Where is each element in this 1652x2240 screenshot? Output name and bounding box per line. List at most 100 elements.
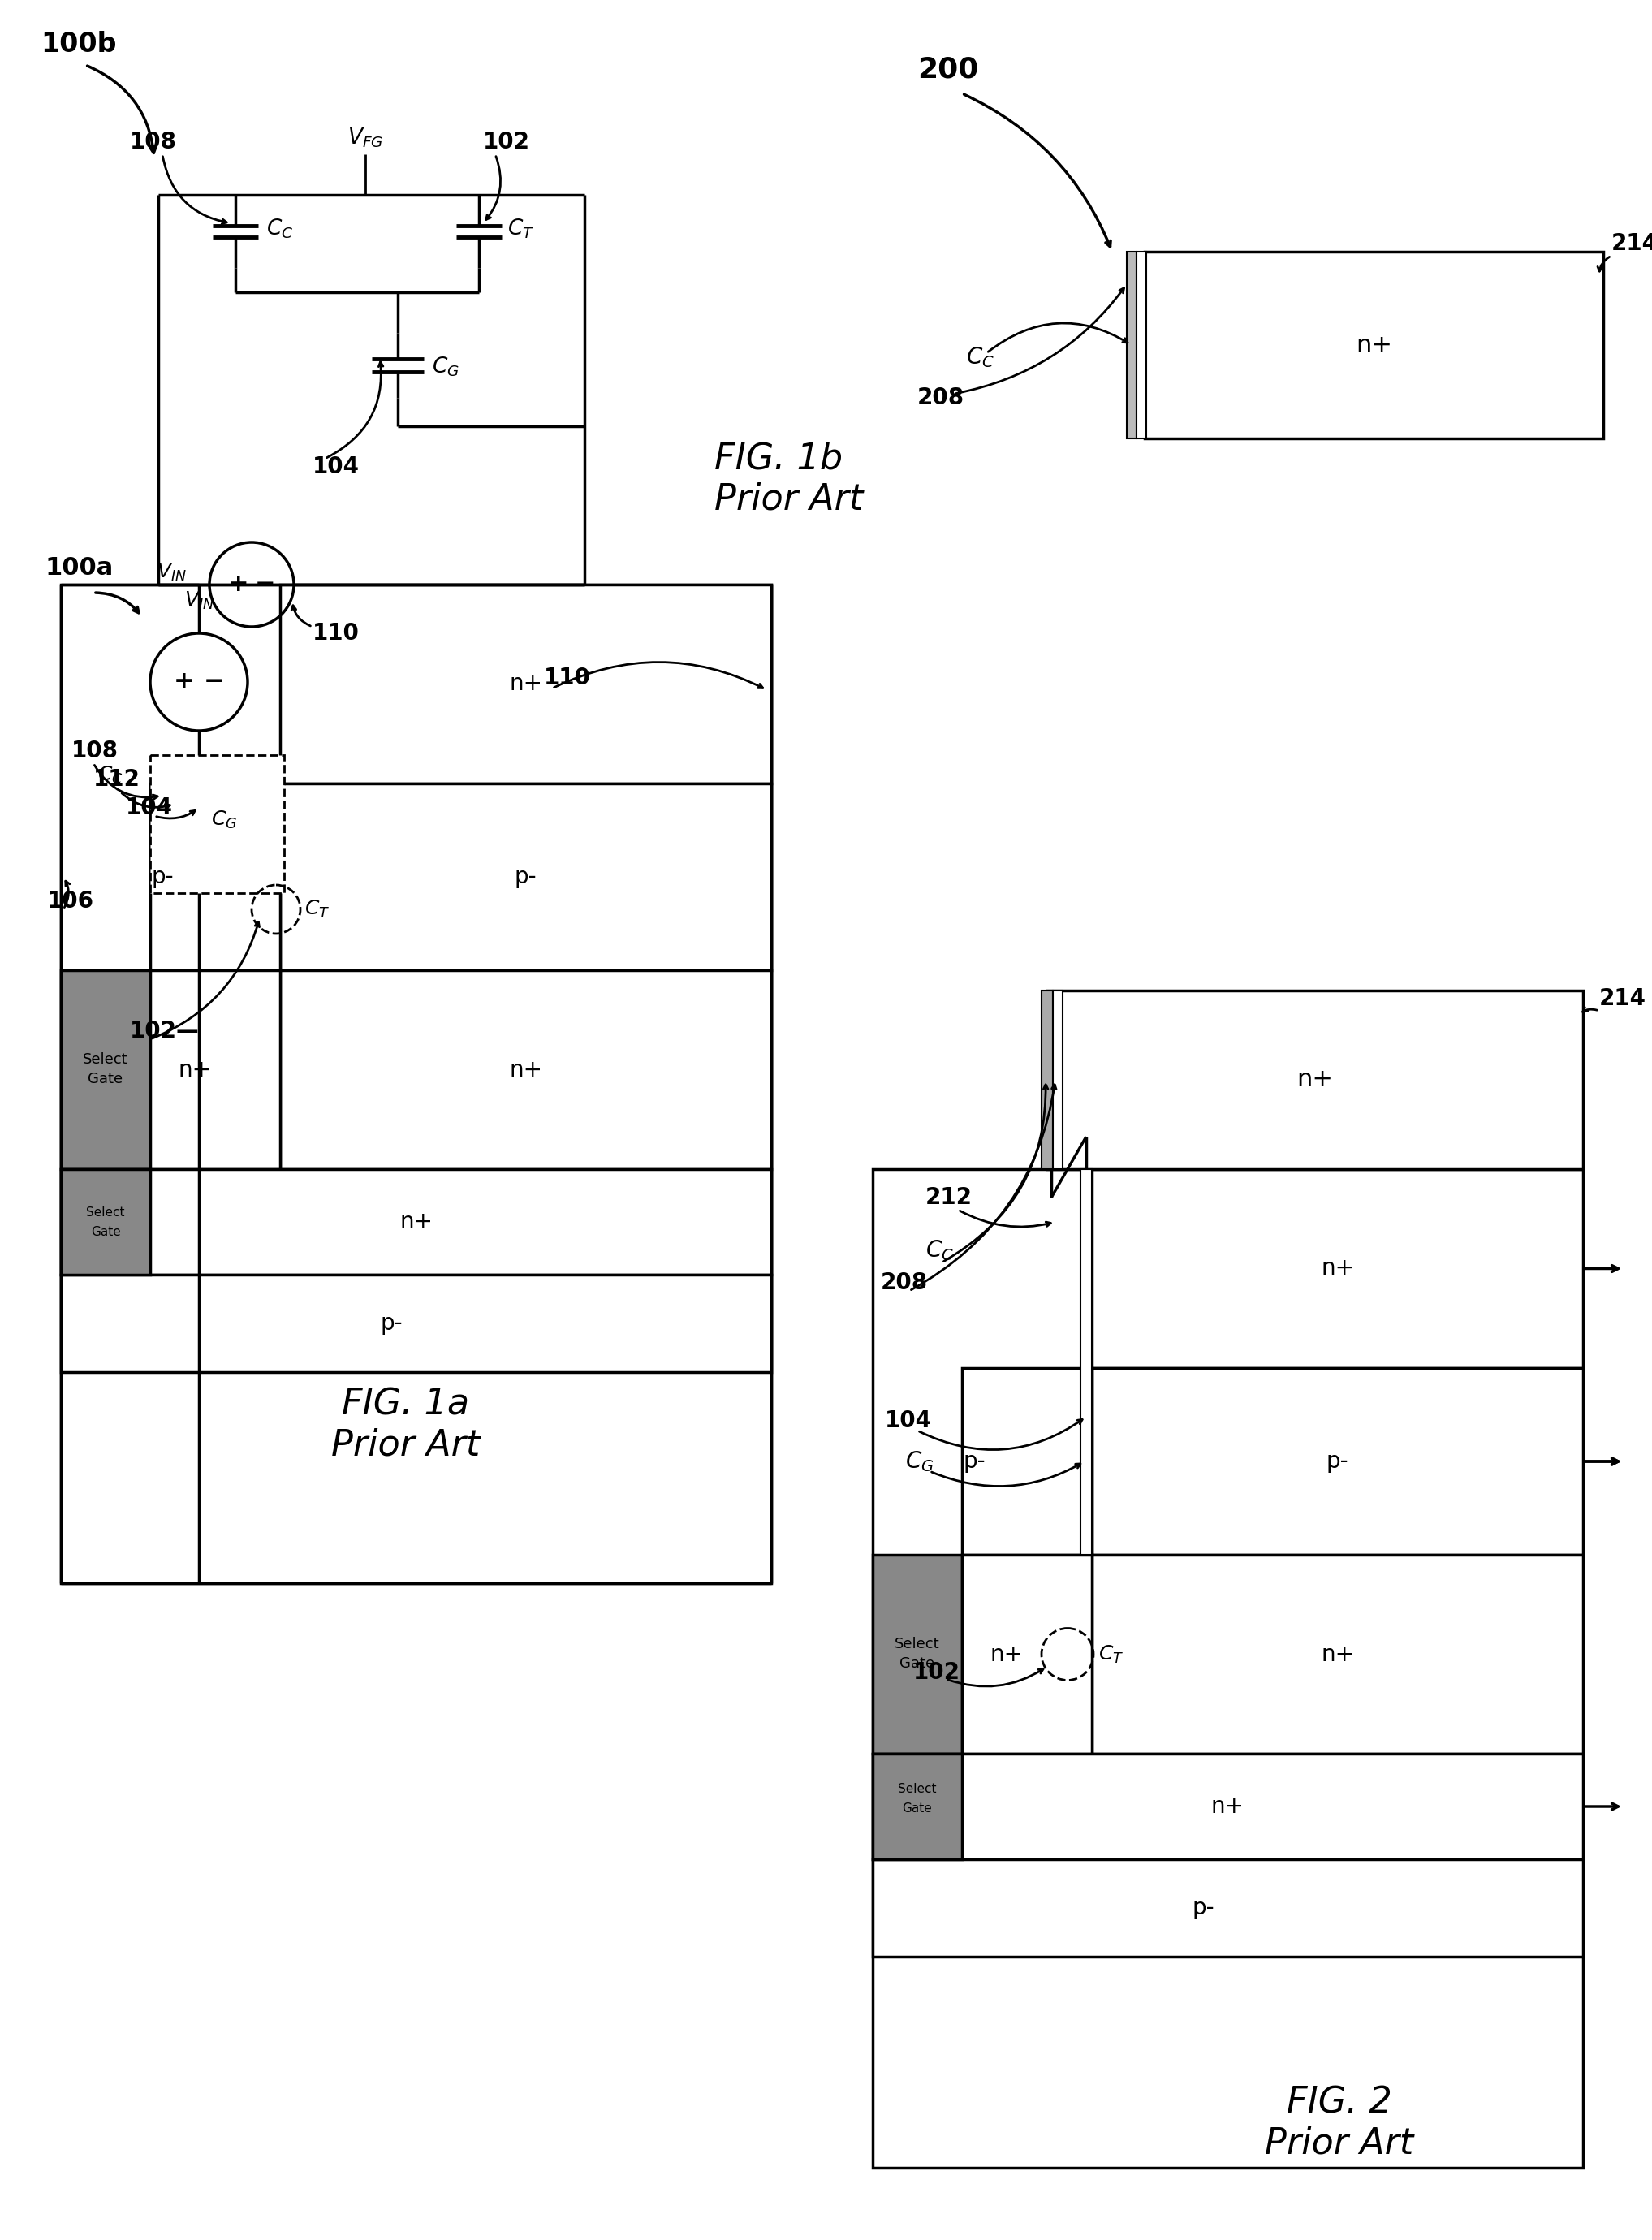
Text: 108: 108 xyxy=(131,130,177,155)
Bar xyxy=(193,768,205,880)
Text: n+: n+ xyxy=(1297,1068,1333,1091)
Bar xyxy=(61,1169,771,1275)
Text: 102: 102 xyxy=(482,130,530,155)
Text: FIG. 1b: FIG. 1b xyxy=(714,441,843,477)
Text: n+: n+ xyxy=(1211,1794,1244,1819)
Bar xyxy=(872,1754,1583,1859)
Text: p-: p- xyxy=(150,865,173,889)
Text: $C_G$: $C_G$ xyxy=(211,809,238,831)
Bar xyxy=(961,1369,1092,1555)
Text: +: + xyxy=(173,670,195,694)
Bar xyxy=(872,1859,1583,1958)
Text: $C_G$: $C_G$ xyxy=(431,356,459,379)
Bar xyxy=(175,768,188,880)
Text: $C_C$: $C_C$ xyxy=(97,764,124,786)
Bar xyxy=(281,784,771,970)
Text: Select: Select xyxy=(86,1205,126,1219)
Text: p-: p- xyxy=(963,1449,985,1472)
Bar xyxy=(1137,251,1146,439)
Text: 104: 104 xyxy=(312,455,360,477)
Text: 108: 108 xyxy=(71,739,119,762)
Bar xyxy=(150,970,281,1169)
Bar xyxy=(61,1275,771,1373)
Text: n+: n+ xyxy=(1322,1642,1355,1667)
Bar xyxy=(872,1555,961,1754)
Text: 100b: 100b xyxy=(41,31,117,58)
Text: 214: 214 xyxy=(1599,988,1647,1010)
Text: $C_C$: $C_C$ xyxy=(925,1239,953,1263)
Text: −: − xyxy=(203,670,225,694)
Text: n+: n+ xyxy=(400,1210,433,1234)
Bar xyxy=(210,768,220,880)
Bar xyxy=(1080,1169,1092,1555)
Text: n+: n+ xyxy=(1356,334,1393,356)
Bar xyxy=(281,970,771,1169)
Bar xyxy=(205,768,210,880)
Text: Select: Select xyxy=(899,1783,937,1794)
Bar xyxy=(61,970,150,1169)
Text: p-: p- xyxy=(1327,1449,1348,1472)
Text: 102: 102 xyxy=(914,1662,960,1684)
Text: 212: 212 xyxy=(925,1187,973,1210)
Bar xyxy=(169,768,175,880)
Text: n+: n+ xyxy=(990,1642,1023,1667)
Text: Gate: Gate xyxy=(88,1073,122,1086)
Text: +: + xyxy=(228,573,249,596)
Text: $C_C$: $C_C$ xyxy=(266,217,294,240)
Bar xyxy=(281,585,771,784)
Bar xyxy=(188,768,193,880)
Text: 100a: 100a xyxy=(45,556,112,580)
Text: n+: n+ xyxy=(509,672,542,694)
Text: 106: 106 xyxy=(48,889,94,912)
Bar xyxy=(1092,1555,1583,1754)
Bar xyxy=(961,1555,1092,1754)
Text: 112: 112 xyxy=(94,768,140,791)
Bar xyxy=(150,784,281,970)
Text: p-: p- xyxy=(514,865,537,889)
Text: $V_{IN}$: $V_{IN}$ xyxy=(157,562,187,582)
Text: Prior Art: Prior Art xyxy=(1265,2126,1414,2162)
Text: Prior Art: Prior Art xyxy=(714,482,864,517)
Text: −: − xyxy=(254,573,274,596)
Bar xyxy=(872,1754,961,1859)
Text: 110: 110 xyxy=(312,623,360,645)
Bar xyxy=(1047,990,1583,1169)
Text: n+: n+ xyxy=(1322,1257,1355,1279)
Bar xyxy=(61,585,771,1584)
Text: $C_G$: $C_G$ xyxy=(905,1449,933,1474)
Bar xyxy=(1127,251,1137,439)
Bar xyxy=(1145,251,1604,439)
Text: Gate: Gate xyxy=(900,1658,935,1671)
Text: Select: Select xyxy=(895,1637,940,1651)
Bar xyxy=(61,1169,150,1275)
Text: $C_T$: $C_T$ xyxy=(507,217,534,240)
Bar xyxy=(157,768,169,880)
Bar xyxy=(1052,990,1062,1169)
Text: 104: 104 xyxy=(126,797,173,820)
Text: 200: 200 xyxy=(917,56,978,83)
Text: n+: n+ xyxy=(509,1057,542,1082)
Bar xyxy=(1041,990,1052,1169)
Text: 102—: 102— xyxy=(131,1019,200,1042)
Text: $C_T$: $C_T$ xyxy=(1099,1644,1123,1664)
Text: p-: p- xyxy=(380,1313,403,1335)
Text: Gate: Gate xyxy=(91,1225,121,1239)
Text: $V_{FG}$: $V_{FG}$ xyxy=(347,125,383,150)
Text: Prior Art: Prior Art xyxy=(332,1427,481,1463)
Bar xyxy=(1092,1369,1583,1555)
Text: 208: 208 xyxy=(917,388,965,410)
Text: n+: n+ xyxy=(178,1057,211,1082)
Bar xyxy=(872,1169,1583,2168)
Text: 110: 110 xyxy=(544,668,591,690)
Text: 208: 208 xyxy=(881,1272,928,1295)
Text: p-: p- xyxy=(1193,1897,1214,1920)
Bar xyxy=(150,755,284,894)
Bar xyxy=(1092,1169,1583,1369)
Text: Gate: Gate xyxy=(902,1801,932,1814)
Text: FIG. 1a: FIG. 1a xyxy=(342,1387,469,1422)
Text: $C_C$: $C_C$ xyxy=(966,345,995,370)
Text: 104: 104 xyxy=(885,1409,932,1431)
Text: FIG. 2: FIG. 2 xyxy=(1287,2085,1393,2121)
Text: $V_{IN}$: $V_{IN}$ xyxy=(183,589,213,612)
Text: 214: 214 xyxy=(1611,233,1652,255)
